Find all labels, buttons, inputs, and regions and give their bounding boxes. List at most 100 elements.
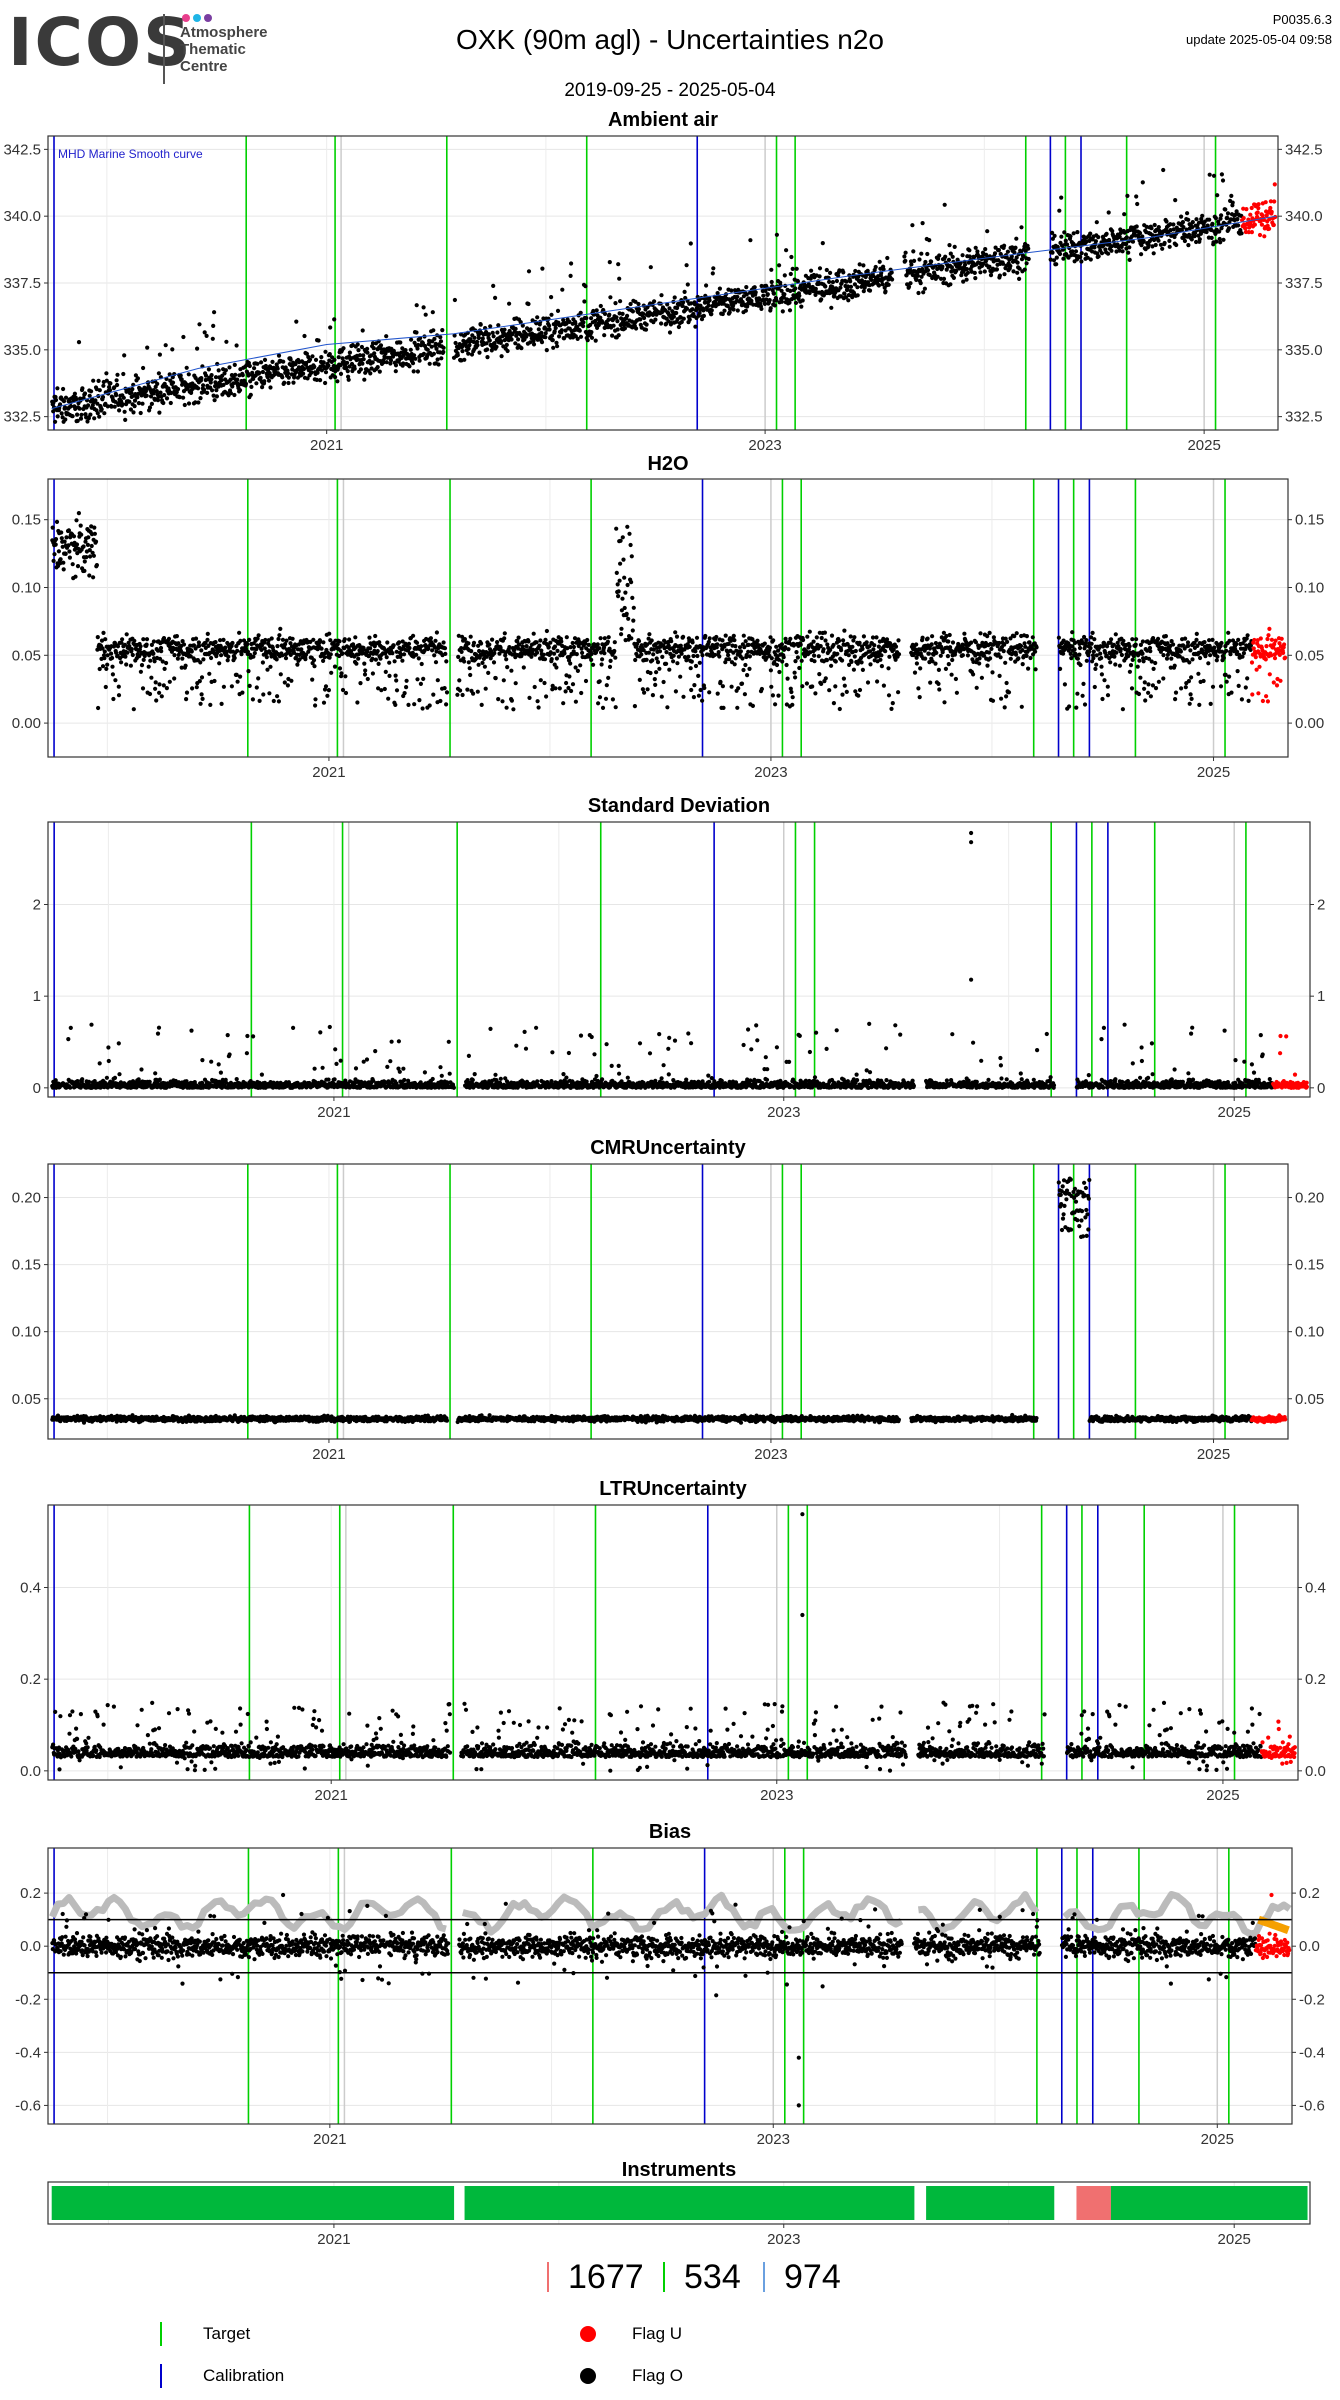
data-point — [637, 677, 642, 683]
data-point — [294, 319, 299, 324]
data-point — [578, 663, 583, 668]
data-point — [769, 267, 774, 272]
data-point — [314, 377, 319, 382]
data-point — [124, 632, 129, 637]
data-point — [492, 651, 497, 656]
data-point — [70, 414, 75, 419]
data-point — [168, 400, 173, 406]
data-point — [249, 384, 254, 389]
data-point — [774, 662, 780, 668]
data-point — [133, 373, 138, 378]
data-point — [285, 371, 291, 376]
data-point — [729, 684, 734, 689]
data-point — [573, 665, 578, 670]
data-point — [504, 705, 509, 710]
data-point — [538, 678, 543, 683]
data-point — [1218, 684, 1224, 689]
data-point — [851, 667, 857, 672]
data-point — [153, 680, 158, 685]
data-point — [617, 276, 622, 281]
data-point — [486, 332, 491, 337]
data-point — [490, 637, 495, 642]
data-point — [1143, 698, 1148, 703]
data-point — [709, 308, 714, 313]
data-point — [213, 375, 219, 380]
data-point — [987, 630, 992, 636]
data-point — [917, 257, 922, 262]
data-point — [634, 326, 639, 331]
data-point — [879, 653, 884, 658]
data-point — [1210, 221, 1215, 226]
data-point — [1214, 658, 1219, 663]
data-point — [51, 558, 56, 564]
data-point — [357, 353, 363, 358]
data-point — [617, 578, 622, 583]
data-point — [387, 660, 392, 665]
data-point — [543, 335, 548, 340]
data-point — [828, 270, 833, 275]
data-point — [1239, 231, 1244, 236]
data-point — [856, 693, 861, 698]
data-point — [1084, 638, 1089, 643]
data-point — [121, 395, 126, 400]
data-point — [225, 658, 230, 663]
data-point — [562, 651, 567, 656]
data-point — [1160, 246, 1165, 251]
data-point — [154, 389, 159, 394]
data-point — [1210, 684, 1216, 689]
data-point — [749, 298, 754, 303]
data-point — [890, 277, 895, 282]
data-point — [397, 640, 402, 645]
data-point — [1149, 226, 1154, 231]
data-point — [135, 376, 140, 381]
data-point — [720, 638, 725, 643]
data-point — [1188, 692, 1193, 697]
data-point — [1183, 636, 1188, 641]
data-point — [441, 345, 446, 350]
data-point — [498, 339, 504, 344]
data-point — [119, 660, 124, 665]
data-point — [491, 334, 496, 339]
data-point — [1156, 225, 1161, 230]
data-point — [87, 573, 92, 578]
data-point — [214, 394, 219, 399]
data-point — [240, 690, 245, 695]
data-point — [438, 335, 443, 340]
data-point — [362, 661, 367, 666]
data-point — [629, 636, 634, 641]
data-point — [247, 363, 252, 369]
data-point — [881, 683, 887, 688]
data-point — [438, 339, 444, 344]
data-point — [686, 654, 691, 659]
data-point — [309, 370, 314, 375]
data-point — [74, 397, 79, 402]
data-point — [316, 338, 321, 343]
data-point — [903, 250, 908, 255]
data-point — [684, 306, 690, 311]
data-point — [585, 338, 590, 343]
data-point — [1139, 252, 1144, 257]
data-point — [205, 637, 210, 643]
data-point — [260, 369, 265, 375]
data-point — [198, 660, 203, 665]
data-point — [1164, 656, 1170, 661]
data-point — [715, 642, 720, 647]
data-point — [493, 295, 498, 300]
data-point — [53, 397, 59, 403]
data-point — [1151, 251, 1156, 256]
data-point — [67, 555, 72, 560]
ytick-label-left: 335.0 — [3, 342, 41, 359]
data-point — [684, 263, 689, 268]
data-point — [1073, 249, 1079, 254]
data-point — [419, 644, 424, 649]
data-point — [889, 706, 894, 712]
data-point — [552, 651, 557, 656]
data-point — [928, 680, 933, 685]
data-point — [1092, 637, 1097, 642]
data-point — [693, 663, 699, 669]
data-point — [129, 390, 134, 395]
data-point — [857, 262, 862, 267]
data-point — [638, 317, 643, 322]
data-point — [197, 643, 202, 648]
ambient-annotation: MHD Marine Smooth curve — [58, 147, 203, 161]
